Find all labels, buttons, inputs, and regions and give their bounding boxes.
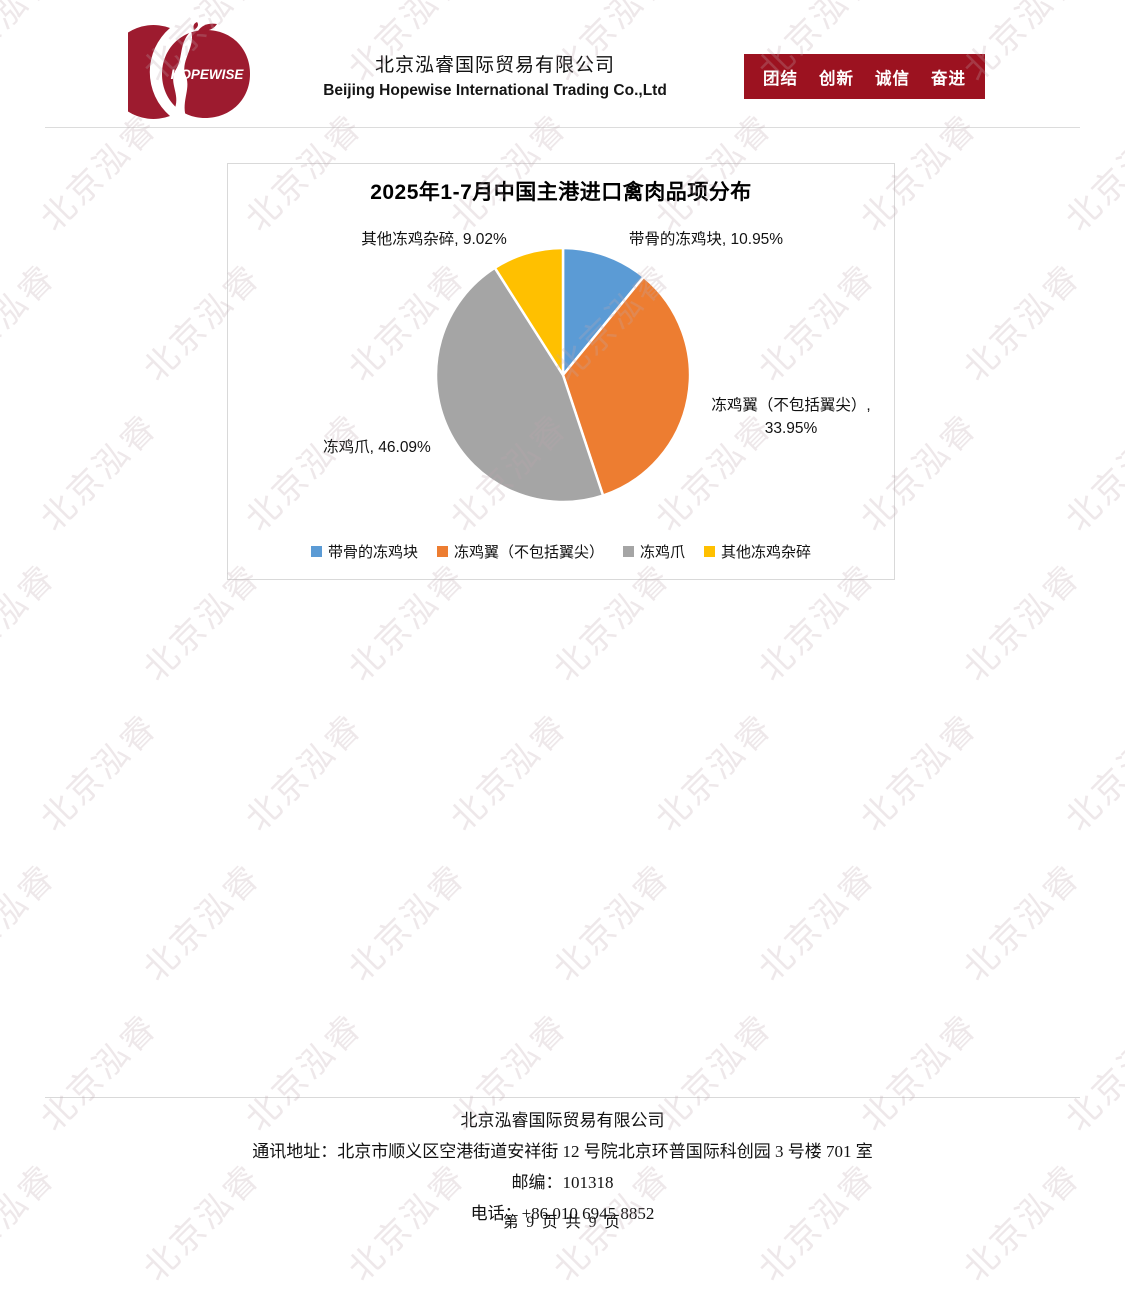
footer-company: 北京泓睿国际贸易有限公司: [460, 1111, 665, 1130]
data-label-paws: 冻鸡爪, 46.09%: [323, 439, 431, 456]
pie-slice-0: [561, 246, 645, 377]
company-name-block: 北京泓睿国际贸易有限公司 Beijing Hopewise Internatio…: [305, 50, 685, 100]
watermark-text: 北京泓睿: [0, 856, 64, 989]
legend-label: 其他冻鸡杂碎: [721, 544, 812, 561]
legend-item: 冻鸡爪: [623, 541, 685, 562]
company-name-en: Beijing Hopewise International Trading C…: [323, 82, 667, 99]
slogan-word: 诚信: [875, 69, 910, 88]
data-label-offal: 其他冻鸡杂碎, 9.02%: [361, 231, 507, 248]
legend-swatch-yellow-icon: [704, 546, 716, 557]
watermark-text: 北京泓睿: [136, 856, 269, 989]
header-divider: [45, 127, 1080, 128]
legend-item: 带骨的冻鸡块: [310, 541, 418, 562]
footer-postcode: 邮编：101318: [511, 1173, 614, 1192]
logo-wordmark: HOPEWISE: [171, 67, 245, 82]
legend-item: 冻鸡翼（不包括翼尖）: [436, 541, 604, 562]
watermark-text: 北京泓睿: [443, 706, 576, 839]
legend-swatch-gray-icon: [623, 546, 634, 557]
page-header: HOPEWISE 北京泓睿国际贸易有限公司 Beijing Hopewise I…: [0, 0, 1125, 130]
pie-slice-1: [561, 275, 692, 497]
pie-slice-3: [493, 246, 565, 377]
page-number: 第 9 页 共 9 页: [503, 1214, 622, 1231]
watermark-text: 北京泓睿: [238, 706, 371, 839]
watermark-text: 北京泓睿: [546, 856, 679, 989]
watermark-text: 北京泓睿: [0, 556, 64, 689]
slogan-word: 奋进: [931, 69, 966, 88]
data-label-wings-line1: 冻鸡翼（不包括翼尖）,: [711, 397, 871, 414]
legend-item: 其他冻鸡杂碎: [704, 541, 811, 562]
chart-title: 2025年1-7月中国主港进口禽肉品项分布: [370, 181, 752, 204]
company-name-zh: 北京泓睿国际贸易有限公司: [374, 55, 615, 76]
watermark-text: 北京泓睿: [0, 256, 64, 389]
slogan-banner: 团结 创新 诚信 奋进: [744, 54, 985, 99]
legend-label: 冻鸡爪: [640, 544, 686, 561]
pie-slice-2: [434, 266, 605, 504]
footer-phone: 电话：+86 010 6945 8852: [470, 1204, 655, 1223]
data-label-wings-line2: 33.95%: [764, 420, 818, 437]
watermark-text: 北京泓睿: [1058, 706, 1125, 839]
hopewise-logo-icon: HOPEWISE: [128, 22, 250, 119]
data-label-wings: 冻鸡翼（不包括翼尖）, 33.95%: [711, 394, 870, 440]
watermark-text: 北京泓睿: [751, 856, 884, 989]
pie-chart-frame: 2025年1-7月中国主港进口禽肉品项分布 其他冻鸡杂碎, 9.02% 带骨的冻…: [227, 163, 895, 580]
watermark-text: 北京泓睿: [1058, 406, 1125, 539]
watermark-text: 北京泓睿: [853, 706, 986, 839]
watermark-text: 北京泓睿: [956, 556, 1089, 689]
pie-chart: [434, 246, 692, 504]
legend-label: 冻鸡翼（不包括翼尖）: [453, 544, 604, 561]
slogan-word: 创新: [819, 69, 854, 88]
watermark-text: 北京泓睿: [956, 256, 1089, 389]
footer-address: 通讯地址：北京市顺义区空港街道安祥街 12 号院北京环普国际科创园 3 号楼 7…: [252, 1142, 873, 1161]
watermark-text: 北京泓睿: [648, 706, 781, 839]
data-label-bone-in: 带骨的冻鸡块, 10.95%: [628, 231, 784, 248]
watermark-text: 北京泓睿: [33, 706, 166, 839]
watermark-text: 北京泓睿: [956, 856, 1089, 989]
legend-swatch-orange-icon: [436, 546, 448, 557]
legend-swatch-blue-icon: [310, 546, 322, 557]
slogan-word: 团结: [763, 69, 798, 88]
legend-label: 带骨的冻鸡块: [327, 544, 418, 561]
watermark-text: 北京泓睿: [33, 406, 166, 539]
chart-legend: 带骨的冻鸡块 冻鸡翼（不包括翼尖） 冻鸡爪 其他冻鸡杂碎: [228, 541, 894, 562]
watermark-text: 北京泓睿: [341, 856, 474, 989]
page-footer: 北京泓睿国际贸易有限公司 通讯地址：北京市顺义区空港街道安祥街 12 号院北京环…: [0, 1106, 1125, 1230]
footer-divider: [45, 1097, 1080, 1098]
